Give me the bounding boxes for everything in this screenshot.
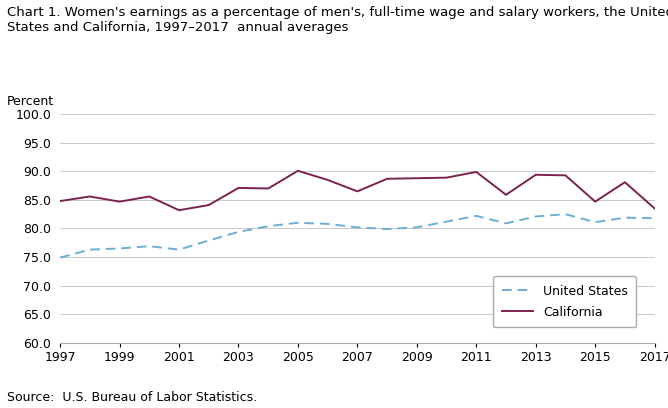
California — [56, 199, 64, 204]
Text: Chart 1. Women's earnings as a percentage of men's, full-time wage and salary wo: Chart 1. Women's earnings as a percentag… — [7, 6, 668, 34]
United States — [472, 213, 480, 218]
Line: United States: United States — [60, 214, 655, 257]
California — [442, 175, 450, 180]
United States — [294, 220, 302, 225]
California — [621, 180, 629, 185]
California — [413, 176, 421, 181]
California — [651, 206, 659, 211]
California — [116, 199, 124, 204]
California — [204, 203, 212, 208]
California — [324, 177, 332, 182]
California — [146, 194, 154, 199]
United States — [175, 247, 183, 252]
California — [353, 189, 361, 194]
United States — [56, 255, 64, 260]
California — [175, 208, 183, 213]
United States — [532, 214, 540, 219]
United States — [264, 224, 272, 228]
United States — [383, 226, 391, 231]
United States — [502, 221, 510, 226]
United States — [146, 244, 154, 248]
United States — [234, 229, 242, 234]
United States — [621, 215, 629, 220]
United States — [413, 225, 421, 230]
United States — [591, 220, 599, 225]
United States — [324, 222, 332, 226]
United States — [116, 246, 124, 251]
California — [472, 169, 480, 174]
California — [502, 192, 510, 197]
Text: Source:  U.S. Bureau of Labor Statistics.: Source: U.S. Bureau of Labor Statistics. — [7, 391, 257, 404]
United States — [204, 238, 212, 243]
California — [561, 173, 569, 178]
United States — [561, 212, 569, 217]
Text: Percent: Percent — [7, 95, 54, 108]
California — [234, 186, 242, 191]
California — [86, 194, 94, 199]
United States — [353, 225, 361, 230]
United States — [86, 247, 94, 252]
California — [591, 199, 599, 204]
California — [294, 169, 302, 173]
Line: California: California — [60, 171, 655, 210]
Legend: United States, California: United States, California — [493, 276, 637, 327]
United States — [651, 216, 659, 221]
California — [264, 186, 272, 191]
United States — [442, 219, 450, 224]
California — [383, 176, 391, 181]
California — [532, 172, 540, 177]
